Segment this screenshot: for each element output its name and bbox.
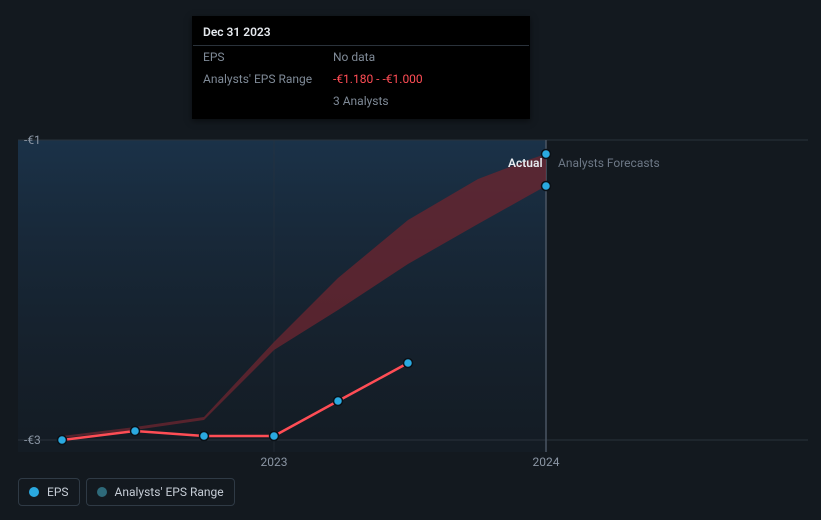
legend-item-range[interactable]: Analysts' EPS Range	[86, 478, 235, 506]
eps-point-marker[interactable]	[334, 397, 343, 406]
eps-forecast-panel: { "chart": { "type": "line-with-range", …	[0, 0, 821, 520]
forecast-label: Analysts Forecasts	[558, 156, 660, 170]
eps-point-marker[interactable]	[200, 432, 209, 441]
eps-point-marker[interactable]	[131, 427, 140, 436]
tooltip-key: EPS	[203, 50, 333, 64]
tooltip-row: EPSNo data	[193, 46, 529, 68]
chart-tooltip: Dec 31 2023 EPSNo dataAnalysts' EPS Rang…	[192, 16, 530, 119]
legend-swatch-icon	[97, 487, 107, 497]
x-tick-label: 2023	[261, 455, 288, 469]
x-tick-label: 2024	[533, 455, 560, 469]
legend-swatch-icon	[29, 487, 39, 497]
tooltip-date: Dec 31 2023	[193, 17, 529, 46]
tooltip-value: -€1.180 - -€1.000	[333, 72, 423, 86]
eps-point-marker[interactable]	[404, 359, 413, 368]
legend-item-label: EPS	[47, 485, 69, 499]
y-tick-label: -€3	[24, 433, 41, 447]
legend: EPS Analysts' EPS Range	[18, 478, 235, 506]
tooltip-row: 3 Analysts	[193, 90, 529, 112]
forecast-endpoint-marker[interactable]	[542, 150, 551, 159]
forecast-endpoint-marker[interactable]	[542, 182, 551, 191]
legend-item-label: Analysts' EPS Range	[115, 485, 224, 499]
tooltip-key	[203, 94, 333, 108]
tooltip-row: Analysts' EPS Range-€1.180 - -€1.000	[193, 68, 529, 90]
y-tick-label: -€1	[24, 133, 41, 147]
eps-point-marker[interactable]	[58, 436, 67, 445]
tooltip-value: No data	[333, 50, 375, 64]
eps-point-marker[interactable]	[270, 432, 279, 441]
tooltip-key: Analysts' EPS Range	[203, 72, 333, 86]
legend-item-eps[interactable]: EPS	[18, 478, 80, 506]
actual-label: Actual	[508, 156, 543, 170]
tooltip-value: 3 Analysts	[333, 94, 389, 108]
